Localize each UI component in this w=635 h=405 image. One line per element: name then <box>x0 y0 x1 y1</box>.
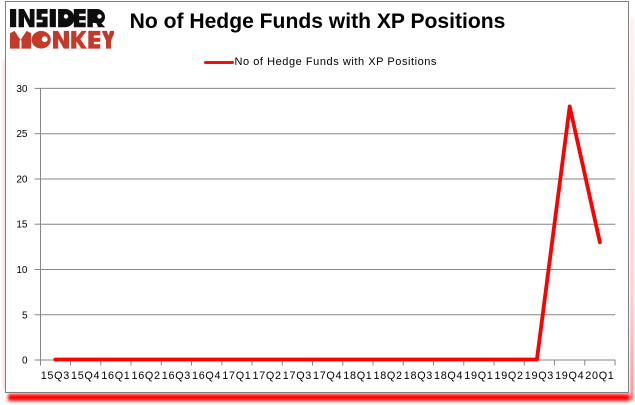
svg-text:17Q4: 17Q4 <box>313 370 342 382</box>
svg-text:17Q2: 17Q2 <box>252 370 281 382</box>
svg-text:18Q3: 18Q3 <box>404 370 433 382</box>
svg-text:15: 15 <box>16 220 28 231</box>
svg-text:16Q1: 16Q1 <box>101 370 130 382</box>
svg-text:18Q1: 18Q1 <box>343 370 372 382</box>
svg-text:19Q2: 19Q2 <box>494 370 523 382</box>
svg-text:19Q3: 19Q3 <box>525 370 554 382</box>
svg-text:0: 0 <box>22 356 28 367</box>
svg-text:20: 20 <box>16 175 28 186</box>
svg-text:17Q1: 17Q1 <box>222 370 251 382</box>
svg-text:16Q4: 16Q4 <box>192 370 221 382</box>
svg-text:19Q1: 19Q1 <box>464 370 493 382</box>
svg-text:19Q4: 19Q4 <box>555 370 584 382</box>
svg-text:18Q2: 18Q2 <box>373 370 402 382</box>
svg-text:15Q3: 15Q3 <box>41 370 70 382</box>
svg-text:10: 10 <box>16 265 28 276</box>
svg-text:16Q3: 16Q3 <box>162 370 191 382</box>
svg-text:5: 5 <box>22 310 28 321</box>
svg-text:16Q2: 16Q2 <box>131 370 160 382</box>
svg-text:30: 30 <box>16 84 28 95</box>
svg-text:15Q4: 15Q4 <box>71 370 100 382</box>
svg-text:20Q1: 20Q1 <box>585 370 614 382</box>
svg-text:18Q4: 18Q4 <box>434 370 463 382</box>
svg-text:25: 25 <box>16 129 28 140</box>
svg-text:17Q3: 17Q3 <box>283 370 312 382</box>
